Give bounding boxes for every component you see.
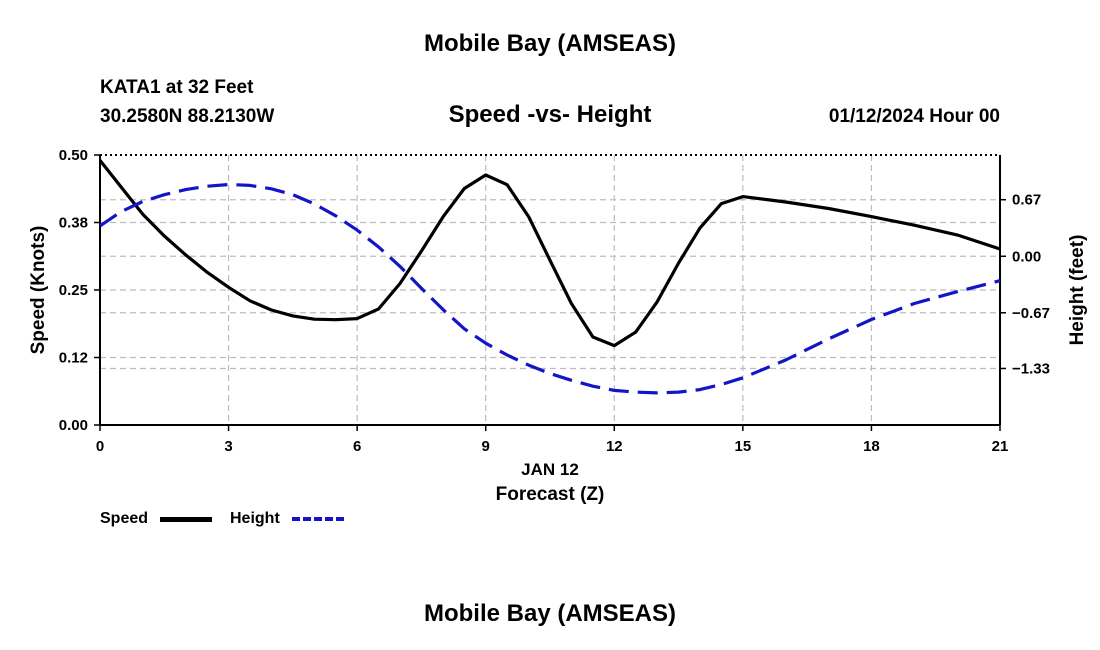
y-left-tick-label: 0.12 bbox=[59, 350, 88, 367]
x-axis-title: Forecast (Z) bbox=[496, 484, 605, 505]
y-right-tick-label: −1.33 bbox=[1012, 360, 1050, 377]
x-tick-label: 9 bbox=[482, 438, 490, 455]
chart-main-title: Mobile Bay (AMSEAS) bbox=[423, 30, 677, 57]
y-left-axis-title: Speed (Knots) bbox=[28, 226, 49, 355]
y-right-tick-label: 0.00 bbox=[1012, 248, 1041, 265]
footer-title: Mobile Bay (AMSEAS) bbox=[423, 600, 677, 627]
datetime-label: 01/12/2024 Hour 00 bbox=[828, 106, 1000, 127]
y-left-tick-label: 0.38 bbox=[59, 215, 88, 232]
y-left-tick-label: 0.00 bbox=[59, 417, 88, 434]
x-tick-label: 15 bbox=[735, 438, 752, 455]
legend-speed-swatch bbox=[160, 517, 212, 522]
x-tick-label: 0 bbox=[96, 438, 104, 455]
x-tick-label: 21 bbox=[992, 438, 1009, 455]
y-right-tick-label: 0.67 bbox=[1012, 192, 1041, 209]
coordinates-label: 30.2580N 88.2130W bbox=[100, 106, 275, 127]
x-axis-date-label: JAN 12 bbox=[521, 460, 579, 479]
speed-series-line bbox=[98, 159, 1001, 348]
x-tick-label: 12 bbox=[606, 438, 623, 455]
y-left-tick-label: 0.25 bbox=[59, 282, 88, 299]
x-tick-label: 6 bbox=[353, 438, 361, 455]
chart-subtitle: Speed -vs- Height bbox=[448, 101, 652, 128]
x-tick-label: 18 bbox=[863, 438, 880, 455]
legend-speed-label: Speed bbox=[100, 510, 149, 527]
legend-height-label: Height bbox=[230, 510, 280, 527]
y-right-tick-label: −0.67 bbox=[1012, 305, 1050, 322]
y-right-axis-title: Height (feet) bbox=[1067, 235, 1088, 346]
x-tick-label: 3 bbox=[224, 438, 232, 455]
height-series-line bbox=[99, 182, 1001, 395]
legend-height-swatch bbox=[292, 517, 344, 521]
station-label: KATA1 at 32 Feet bbox=[100, 77, 254, 98]
y-left-tick-label: 0.50 bbox=[59, 147, 88, 164]
